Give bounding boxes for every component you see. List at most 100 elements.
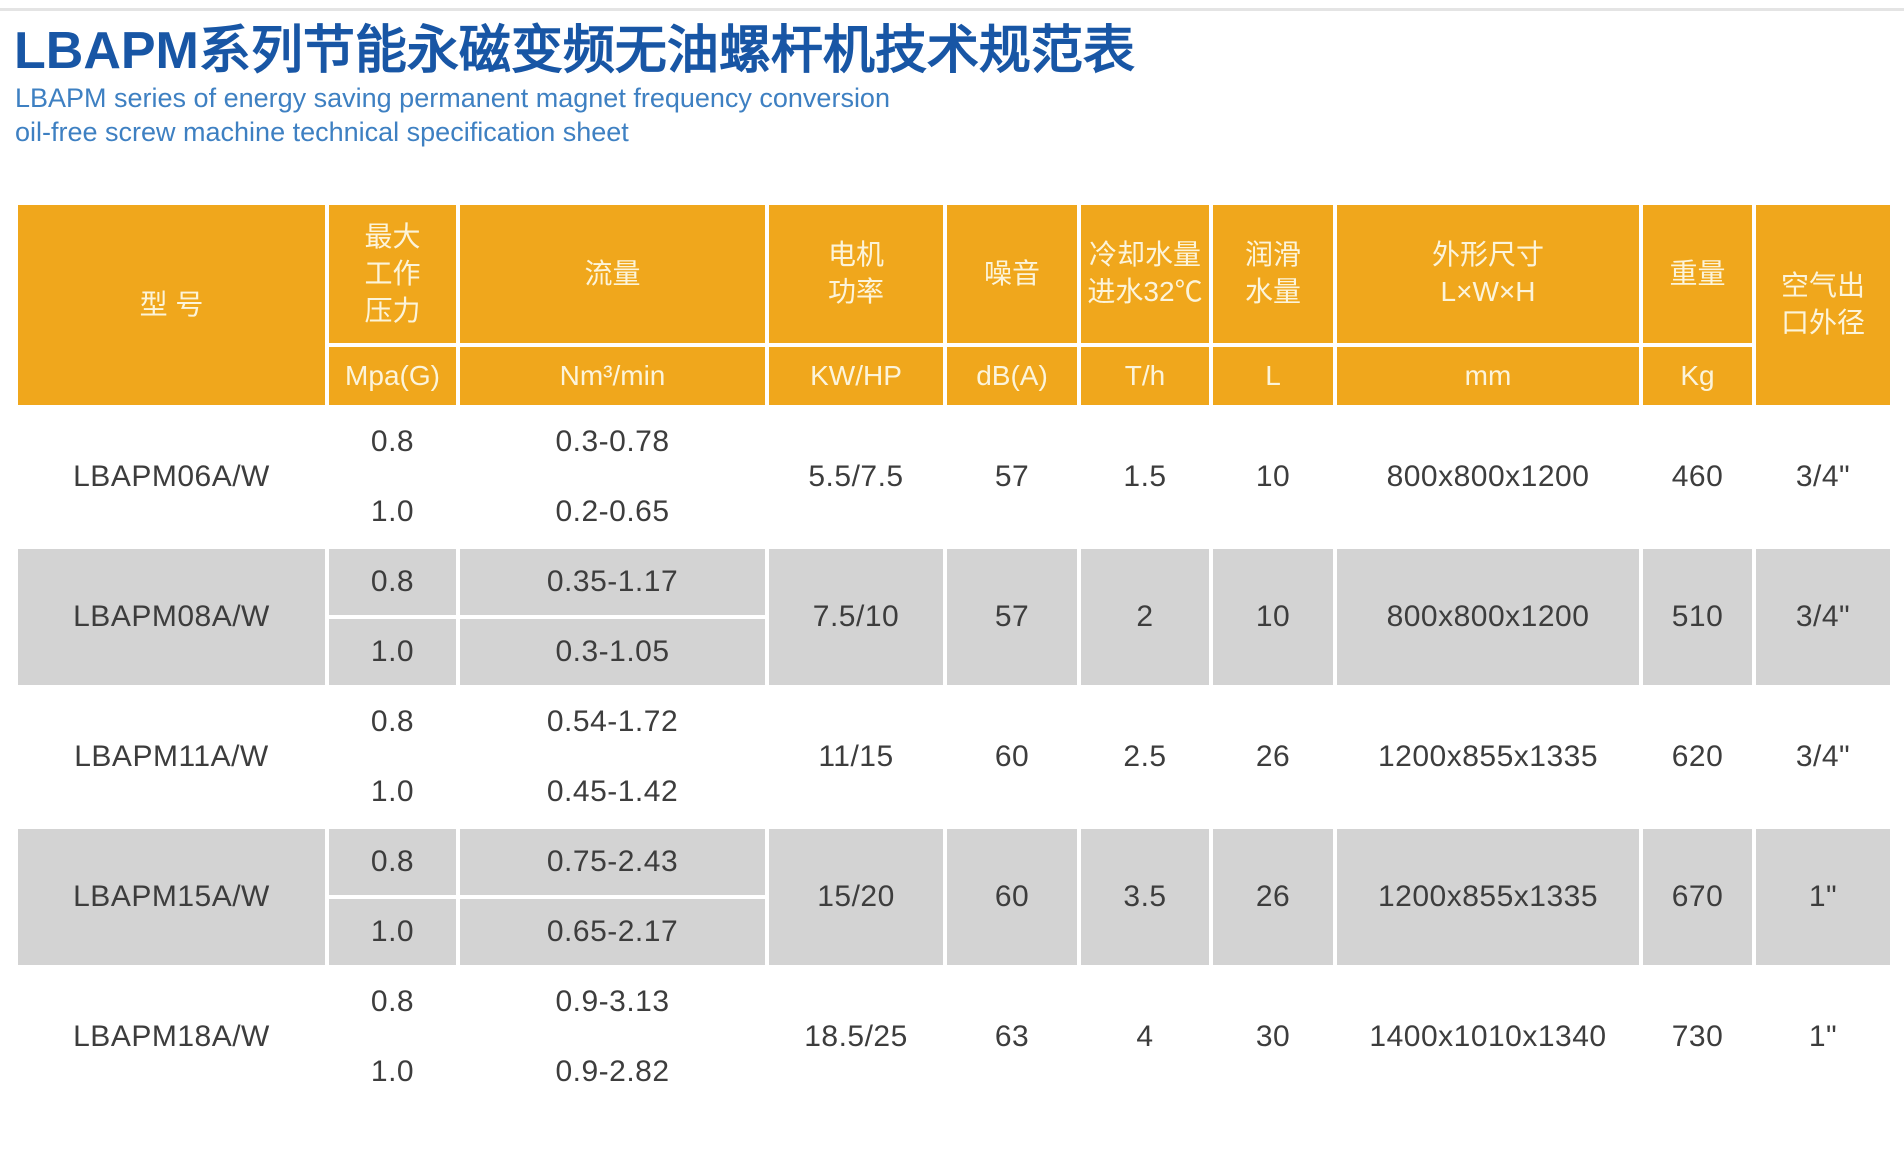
cell-motor-power: 18.5/25 [765, 965, 947, 1110]
table-row: 1.0 0.65-2.17 [16, 895, 1892, 970]
cell-lube-water: 10 [1209, 405, 1337, 550]
cell-pressure: 0.8 [325, 685, 460, 760]
page-subtitle-line1: LBAPM series of energy saving permanent … [15, 83, 890, 114]
cell-motor-power: 11/15 [765, 685, 947, 830]
cell-pressure: 1.0 [325, 615, 460, 690]
cell-flow: 0.54-1.72 [456, 685, 769, 760]
header-model: 型 号 [14, 201, 329, 410]
table-row: LBAPM11A/W 0.8 0.54-1.72 11/15 60 2.5 26… [14, 685, 1894, 830]
cell-pressure: 1.0 [325, 755, 460, 830]
cell-pressure: 0.8 [325, 545, 460, 620]
page-subtitle: LBAPM series of energy saving permanent … [15, 82, 1904, 149]
header-motor-power: 电机 功率 [765, 201, 947, 348]
cell-weight: 620 [1639, 685, 1756, 830]
cell-flow: 0.3-1.05 [456, 615, 769, 690]
header-lube-water: 润滑 水量 [1209, 201, 1337, 348]
cell-cooling-water: 1.5 [1077, 405, 1213, 550]
unit-pressure: Mpa(G) [325, 343, 460, 410]
cell-dimensions: 1200x855x1335 [1333, 825, 1643, 970]
unit-motor-power: KW/HP [765, 343, 947, 410]
cell-air-outlet: 1" [1752, 965, 1894, 1110]
table-row: LBAPM06A/W 0.8 0.3-0.78 5.5/7.5 57 1.5 1… [14, 405, 1894, 550]
table-row: LBAPM15A/W 0.8 0.75-2.43 15/20 60 3.5 26… [14, 825, 1894, 970]
cell-air-outlet: 3/4" [1752, 685, 1894, 830]
cell-flow: 0.9-3.13 [456, 965, 769, 1040]
cell-dimensions: 1400x1010x1340 [1333, 965, 1643, 1110]
cell-motor-power: 15/20 [765, 825, 947, 970]
cell-lube-water: 26 [1209, 825, 1337, 970]
cell-flow: 0.9-2.82 [456, 1035, 769, 1110]
header-cooling-water: 冷却水量 进水32℃ [1077, 201, 1213, 348]
unit-lube-water: L [1209, 343, 1337, 410]
cell-noise: 57 [943, 545, 1081, 690]
cell-pressure: 1.0 [325, 1035, 460, 1110]
unit-dimensions: mm [1333, 343, 1643, 410]
cell-flow: 0.2-0.65 [456, 475, 769, 550]
table-row: LBAPM18A/W 0.8 0.9-3.13 18.5/25 63 4 30 … [14, 965, 1894, 1110]
cell-pressure: 1.0 [325, 895, 460, 970]
cell-dimensions: 800x800x1200 [1333, 545, 1643, 690]
cell-noise: 63 [943, 965, 1081, 1110]
header-dimensions: 外形尺寸 L×W×H [1333, 201, 1643, 348]
header-air-outlet: 空气出 口外径 [1752, 201, 1894, 410]
header-noise: 噪音 [943, 201, 1081, 348]
header-max-pressure: 最大 工作 压力 [325, 201, 460, 348]
cell-flow: 0.65-2.17 [456, 895, 769, 970]
top-divider [0, 8, 1904, 11]
cell-dimensions: 1200x855x1335 [1333, 685, 1643, 830]
cell-model: LBAPM15A/W [14, 825, 329, 970]
cell-air-outlet: 3/4" [1752, 405, 1894, 550]
spec-row-group: LBAPM08A/W 0.8 0.35-1.17 7.5/10 57 2 10 … [14, 545, 1894, 690]
cell-flow: 0.35-1.17 [456, 545, 769, 620]
cell-lube-water: 30 [1209, 965, 1337, 1110]
cell-cooling-water: 3.5 [1077, 825, 1213, 970]
page-title: LBAPM系列节能永磁变频无油螺杆机技术规范表 [14, 22, 1135, 80]
spec-row-group: LBAPM15A/W 0.8 0.75-2.43 15/20 60 3.5 26… [14, 825, 1894, 970]
cell-pressure: 1.0 [325, 475, 460, 550]
spec-table: 型 号 最大 工作 压力 流量 电机 功率 噪音 冷却水量 进水32℃ 润滑 水… [14, 201, 1894, 1110]
cell-air-outlet: 1" [1752, 825, 1894, 970]
cell-weight: 730 [1639, 965, 1756, 1110]
table-row: 1.0 0.45-1.42 [16, 755, 1892, 830]
cell-noise: 60 [943, 825, 1081, 970]
spec-table-header: 型 号 最大 工作 压力 流量 电机 功率 噪音 冷却水量 进水32℃ 润滑 水… [14, 201, 1894, 410]
table-row: 1.0 0.9-2.82 [16, 1035, 1892, 1110]
cell-lube-water: 26 [1209, 685, 1337, 830]
cell-cooling-water: 2.5 [1077, 685, 1213, 830]
unit-weight: Kg [1639, 343, 1756, 410]
cell-air-outlet: 3/4" [1752, 545, 1894, 690]
unit-cooling-water: T/h [1077, 343, 1213, 410]
cell-pressure: 0.8 [325, 405, 460, 480]
cell-weight: 460 [1639, 405, 1756, 550]
cell-model: LBAPM08A/W [14, 545, 329, 690]
spec-row-group: LBAPM18A/W 0.8 0.9-3.13 18.5/25 63 4 30 … [14, 965, 1894, 1110]
cell-flow: 0.3-0.78 [456, 405, 769, 480]
unit-noise: dB(A) [943, 343, 1081, 410]
page-subtitle-line2: oil-free screw machine technical specifi… [15, 116, 629, 147]
header-weight: 重量 [1639, 201, 1756, 348]
spec-row-group: LBAPM11A/W 0.8 0.54-1.72 11/15 60 2.5 26… [14, 685, 1894, 830]
cell-noise: 57 [943, 405, 1081, 550]
cell-dimensions: 800x800x1200 [1333, 405, 1643, 550]
header-flow: 流量 [456, 201, 769, 348]
cell-weight: 670 [1639, 825, 1756, 970]
cell-model: LBAPM18A/W [14, 965, 329, 1110]
unit-flow: Nm³/min [456, 343, 769, 410]
cell-pressure: 0.8 [325, 825, 460, 900]
cell-model: LBAPM11A/W [14, 685, 329, 830]
cell-noise: 60 [943, 685, 1081, 830]
cell-motor-power: 5.5/7.5 [765, 405, 947, 550]
cell-model: LBAPM06A/W [14, 405, 329, 550]
cell-flow: 0.45-1.42 [456, 755, 769, 830]
cell-motor-power: 7.5/10 [765, 545, 947, 690]
cell-cooling-water: 2 [1077, 545, 1213, 690]
cell-flow: 0.75-2.43 [456, 825, 769, 900]
cell-cooling-water: 4 [1077, 965, 1213, 1110]
table-row: 1.0 0.2-0.65 [16, 475, 1892, 550]
table-row: 1.0 0.3-1.05 [16, 615, 1892, 690]
table-row: LBAPM08A/W 0.8 0.35-1.17 7.5/10 57 2 10 … [14, 545, 1894, 690]
cell-pressure: 0.8 [325, 965, 460, 1040]
spec-row-group: LBAPM06A/W 0.8 0.3-0.78 5.5/7.5 57 1.5 1… [14, 405, 1894, 550]
cell-weight: 510 [1639, 545, 1756, 690]
cell-lube-water: 10 [1209, 545, 1337, 690]
